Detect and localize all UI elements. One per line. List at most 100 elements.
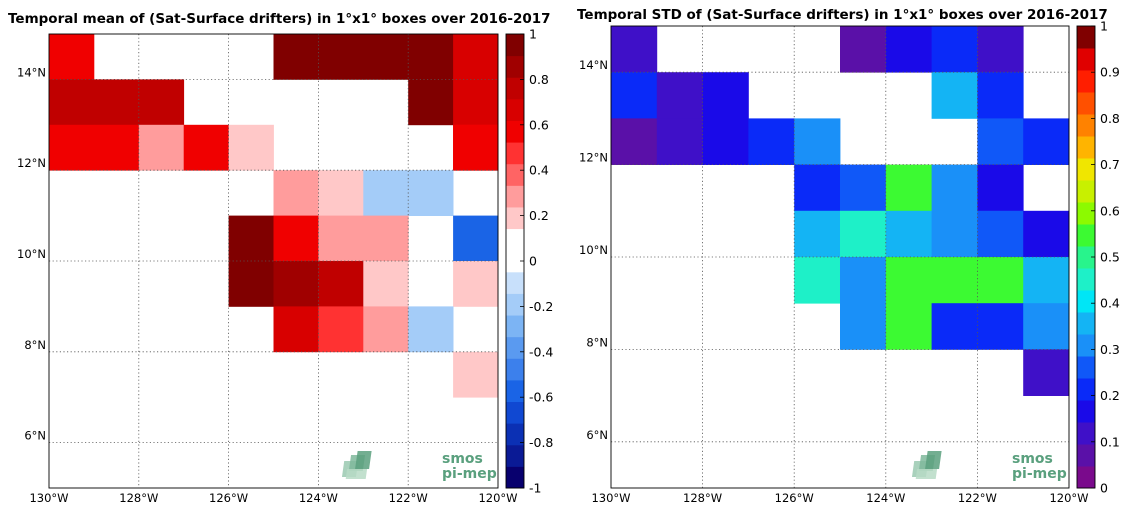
heatmap-cell (931, 257, 978, 304)
heatmap-cell (93, 79, 140, 126)
chart-title: Temporal mean of (Sat-Surface drifters) … (8, 11, 551, 27)
colorbar-segment (506, 293, 524, 316)
colorbar-segment (1077, 444, 1095, 467)
x-tick-label: 130°W (591, 491, 630, 505)
heatmap-cell (453, 34, 499, 80)
heatmap-cell (885, 164, 932, 212)
x-tick-label: 124°W (866, 491, 905, 505)
colorbar-tick-label: 1 (1100, 19, 1108, 34)
logo-line2: pi-mep (442, 466, 497, 482)
colorbar-segment (1077, 290, 1095, 313)
heatmap-cell (977, 26, 1024, 73)
heatmap-cell (318, 215, 364, 262)
colorbar-segment (1077, 70, 1095, 93)
y-tick-label: 6°N (24, 429, 46, 443)
colorbar-tick-label: 0.8 (1100, 111, 1120, 126)
heatmap-cell (408, 170, 454, 216)
heatmap-cell (49, 34, 95, 80)
colorbar-segment (506, 315, 524, 338)
colorbar-tick-label: 0 (1100, 481, 1108, 496)
colorbar-segment (1077, 246, 1095, 269)
chart-title: Temporal STD of (Sat-Surface drifters) i… (577, 7, 1108, 23)
y-tick-label: 12°N (17, 156, 46, 170)
heatmap-cell (885, 26, 932, 73)
colorbar-tick-label: -0.6 (529, 390, 553, 405)
logo-shape (925, 451, 942, 469)
heatmap-cell (453, 79, 499, 126)
heatmap-cell (885, 210, 932, 258)
heatmap-cell (656, 118, 703, 165)
heatmap-cell (1023, 210, 1070, 258)
colorbar-segment (506, 34, 524, 57)
colorbar-tick-label: 1 (529, 27, 537, 42)
heatmap-cell (931, 303, 978, 350)
logo-icon (911, 451, 942, 479)
colorbar-segment (1077, 466, 1095, 489)
colorbar-segment (1077, 422, 1095, 445)
heatmap-cell (794, 164, 841, 212)
x-tick-label: 120°W (1049, 491, 1088, 505)
heatmap-cell (1023, 118, 1070, 165)
colorbar-tick-label: 0 (529, 254, 537, 269)
x-tick-label: 124°W (299, 491, 338, 505)
heatmap-cell (702, 72, 749, 119)
heatmap-cell (885, 303, 932, 350)
logo-shape (915, 469, 938, 479)
colorbar-segment (506, 120, 524, 143)
logo-line1: smos (442, 451, 483, 467)
colorbar-segment (506, 423, 524, 446)
logo-line2: pi-mep (1012, 466, 1067, 482)
colorbar-segment (1077, 268, 1095, 291)
heatmap-cell (453, 124, 499, 171)
colorbar-segment (506, 401, 524, 424)
logo-shape (345, 469, 368, 479)
heatmap-cell (840, 164, 887, 212)
heatmap-cell (611, 26, 658, 73)
colorbar-tick-label: 0.4 (529, 163, 549, 178)
heatmap-cell (363, 261, 409, 307)
heatmap-cell (453, 351, 499, 398)
colorbar-segment (1077, 48, 1095, 71)
heatmap-cell (318, 170, 364, 216)
plot-frame (610, 25, 1070, 489)
heatmap-cell (273, 306, 319, 353)
colorbar-segment (506, 206, 524, 230)
y-tick-label: 8°N (24, 338, 46, 352)
colorbar-segment (506, 228, 524, 251)
y-tick-label: 10°N (17, 247, 46, 261)
smos-pi-mep-logo: smos pi-mep (341, 451, 497, 482)
heatmap-cell (977, 210, 1024, 258)
colorbar-segment (506, 250, 524, 273)
colorbar-segment (506, 466, 524, 489)
colorbar-segment (1077, 356, 1095, 379)
colorbar-tick-label: -0.2 (529, 299, 553, 314)
heatmap-cell (748, 118, 795, 165)
colorbar-segment (506, 358, 524, 381)
y-tick-label: 6°N (586, 428, 608, 442)
heatmap-cell (363, 215, 409, 262)
x-tick-labels: 130°W 128°W 126°W 124°W 122°W 120°W (591, 491, 1088, 505)
heatmap-cell (49, 79, 95, 126)
heatmap-cell (228, 124, 274, 171)
heatmap-cell (794, 257, 841, 304)
heatmap-cell (1023, 349, 1070, 396)
mean-panel: Temporal mean of (Sat-Surface drifters) … (8, 11, 553, 505)
colorbar-tick-label: 0.6 (529, 117, 549, 132)
colorbar-segment (1077, 92, 1095, 115)
colorbar-segment (506, 98, 524, 121)
heatmap-cell (794, 118, 841, 165)
y-tick-label: 10°N (579, 243, 608, 257)
colorbar-segment (1077, 158, 1095, 181)
heatmap-cell (1023, 257, 1070, 304)
heatmap-cell (138, 79, 185, 126)
heatmap-cell (702, 118, 749, 165)
heatmap-cell (931, 164, 978, 212)
heatmap-cell (318, 261, 364, 307)
heatmap-cell (840, 257, 887, 304)
x-tick-label: 128°W (119, 491, 158, 505)
heatmap-cell (931, 210, 978, 258)
colorbar-tick-label: 0.6 (1100, 203, 1120, 218)
logo-icon (341, 451, 372, 479)
colorbar-segment (506, 336, 524, 359)
